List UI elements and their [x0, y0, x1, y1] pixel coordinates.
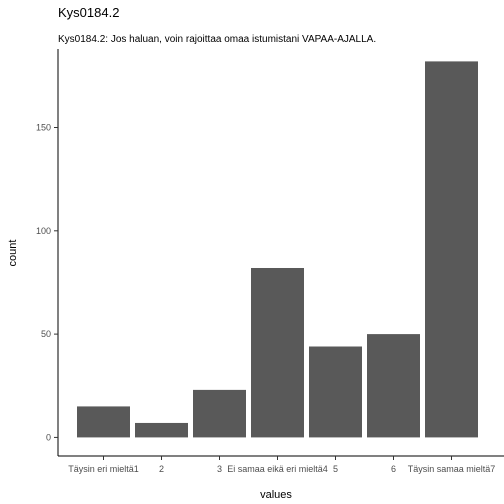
bar-2	[135, 422, 188, 438]
chart-subtitle: Kys0184.2: Jos haluan, voin rajoittaa om…	[58, 34, 376, 45]
x-tick-label-4: Ei samaa eikä eri mieltä4	[227, 464, 328, 474]
x-ticks-group: Täysin eri mieltä1 2 3 Ei samaa eikä eri mi…	[68, 456, 495, 474]
x-tick-label-5: 5	[333, 464, 338, 474]
y-tick-label-100: 100	[36, 226, 51, 236]
bar-5	[309, 346, 362, 438]
x-tick-label-3: 3	[217, 464, 222, 474]
y-tick-label-0: 0	[46, 432, 51, 442]
y-tick-label-50: 50	[41, 329, 51, 339]
bar-4	[251, 267, 304, 438]
bars-group	[77, 61, 478, 438]
bar-3	[193, 389, 246, 438]
x-tick-label-2: 2	[159, 464, 164, 474]
x-axis-title: values	[260, 489, 292, 501]
y-ticks-group: 0 50 100 150	[36, 123, 58, 442]
y-tick-label-150: 150	[36, 123, 51, 133]
x-tick-label-6: 6	[391, 464, 396, 474]
x-tick-label-1: Täysin eri mieltä1	[68, 464, 139, 474]
y-axis-title: count	[7, 240, 19, 267]
chart-title: Kys0184.2	[58, 5, 119, 20]
bar-6	[367, 334, 420, 438]
bar-1	[77, 406, 130, 438]
x-tick-label-7: Täysin samaa mieltä7	[408, 464, 496, 474]
bar-7	[425, 61, 478, 438]
